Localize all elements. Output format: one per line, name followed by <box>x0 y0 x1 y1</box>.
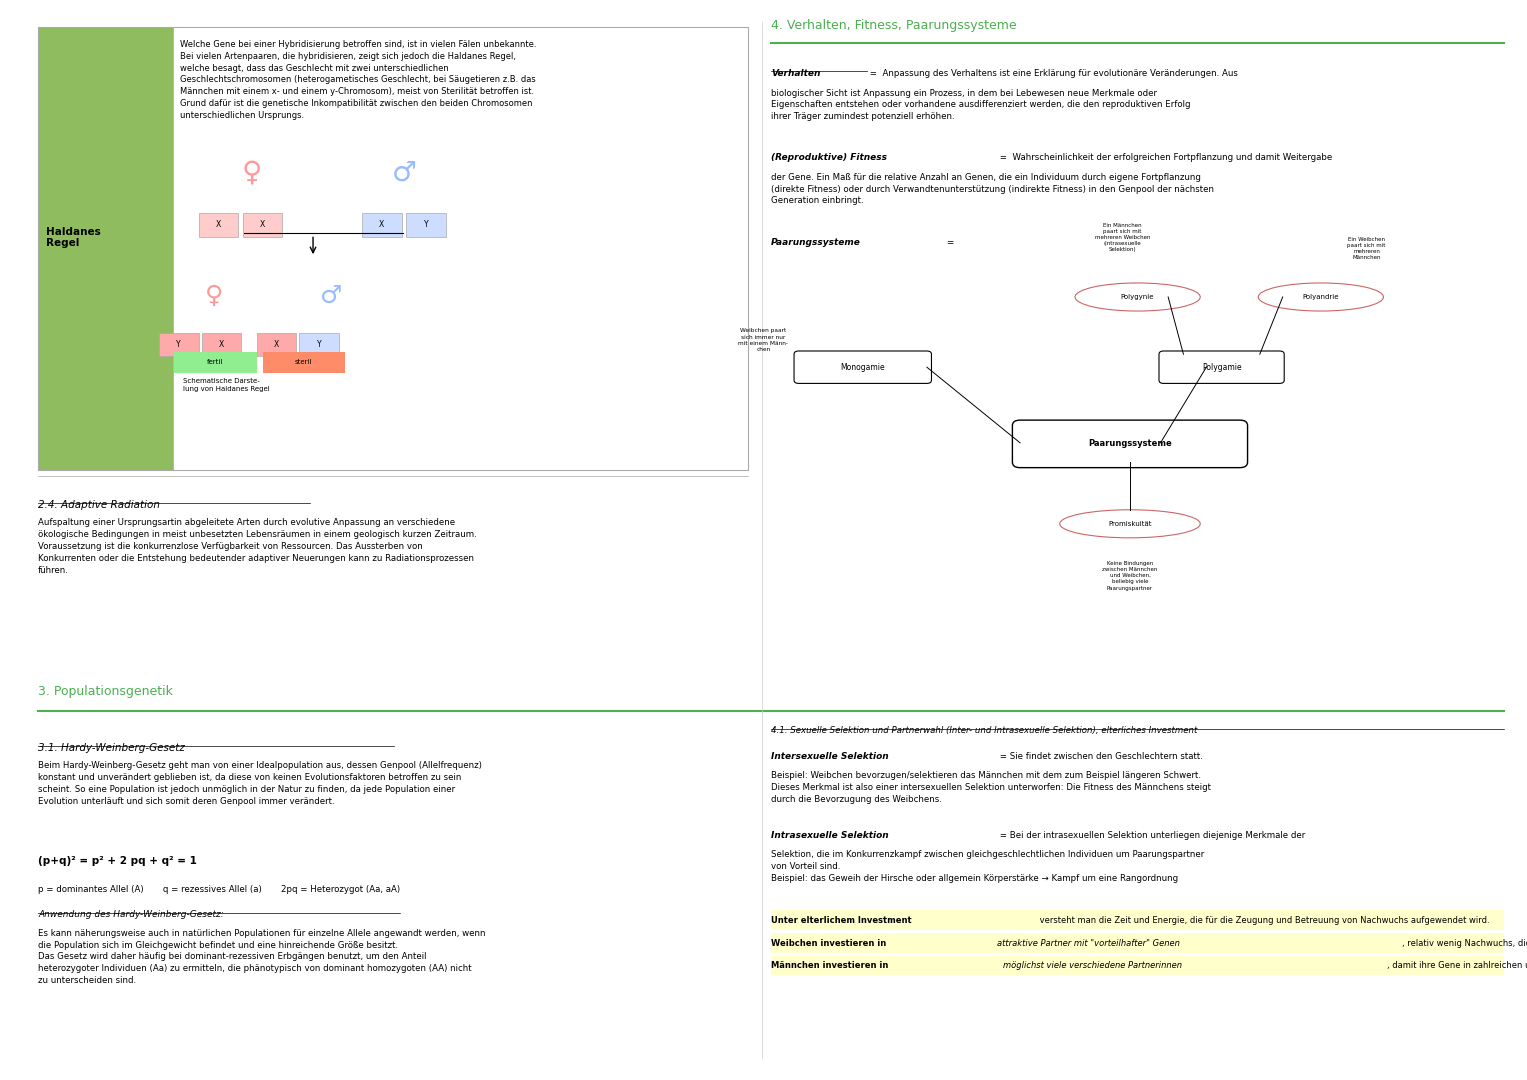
Text: Verhalten: Verhalten <box>771 69 820 78</box>
Text: =: = <box>944 238 954 246</box>
Text: Haldanes
Regel: Haldanes Regel <box>46 227 101 248</box>
Text: ♂: ♂ <box>392 159 417 187</box>
Text: (p+q)² = p² + 2 pq + q² = 1: (p+q)² = p² + 2 pq + q² = 1 <box>38 856 197 866</box>
Text: Es kann näherungsweise auch in natürlichen Populationen für einzelne Allele ange: Es kann näherungsweise auch in natürlich… <box>38 929 486 985</box>
Text: X: X <box>273 340 279 349</box>
Text: Polygynie: Polygynie <box>1121 294 1154 300</box>
Text: ♀: ♀ <box>241 159 263 187</box>
Text: Schematische Darste-
lung von Haldanes Regel: Schematische Darste- lung von Haldanes R… <box>183 378 270 392</box>
FancyBboxPatch shape <box>362 213 402 237</box>
FancyBboxPatch shape <box>771 956 1504 975</box>
Text: Keine Bindungen
zwischen Männchen
und Weibchen,
beliebig viele
Paarungspartner: Keine Bindungen zwischen Männchen und We… <box>1102 561 1157 591</box>
Text: 2.4. Adaptive Radiation: 2.4. Adaptive Radiation <box>38 500 160 510</box>
Text: Y: Y <box>316 340 322 349</box>
FancyBboxPatch shape <box>771 933 1504 953</box>
Text: Ein Männchen
paart sich mit
mehreren Weibchen
(Intrasexuelle
Selektion): Ein Männchen paart sich mit mehreren Wei… <box>1095 222 1150 253</box>
FancyBboxPatch shape <box>202 333 241 356</box>
Text: Paarungssysteme: Paarungssysteme <box>1089 440 1171 448</box>
Text: Selektion, die im Konkurrenzkampf zwischen gleichgeschlechtlichen Individuen um : Selektion, die im Konkurrenzkampf zwisch… <box>771 850 1205 882</box>
Text: Promiskuität: Promiskuität <box>1109 521 1151 527</box>
Text: Anwendung des Hardy-Weinberg-Gesetz:: Anwendung des Hardy-Weinberg-Gesetz: <box>38 910 224 919</box>
Ellipse shape <box>1258 283 1383 311</box>
FancyBboxPatch shape <box>1159 351 1284 383</box>
Text: Aufspaltung einer Ursprungsartin abgeleitete Arten durch evolutive Anpassung an : Aufspaltung einer Ursprungsartin abgelei… <box>38 518 476 575</box>
Text: Y: Y <box>423 220 429 229</box>
FancyBboxPatch shape <box>257 333 296 356</box>
Text: 4.1. Sexuelle Selektion und Partnerwahl (Inter- und Intrasexuelle Selektion), el: 4.1. Sexuelle Selektion und Partnerwahl … <box>771 726 1197 734</box>
Text: X: X <box>379 220 385 229</box>
FancyBboxPatch shape <box>771 910 1504 930</box>
Text: versteht man die Zeit und Energie, die für die Zeugung und Betreuung von Nachwuc: versteht man die Zeit und Energie, die f… <box>1037 916 1489 924</box>
Text: Welche Gene bei einer Hybridisierung betroffen sind, ist in vielen Fälen unbekan: Welche Gene bei einer Hybridisierung bet… <box>180 40 536 120</box>
Text: Intrasexuelle Selektion: Intrasexuelle Selektion <box>771 831 889 839</box>
Text: ♀: ♀ <box>205 284 223 308</box>
Text: Paarungssysteme: Paarungssysteme <box>771 238 861 246</box>
Text: Unter elterlichem Investment: Unter elterlichem Investment <box>771 916 912 924</box>
FancyBboxPatch shape <box>794 351 931 383</box>
Text: attraktive Partner mit "vorteilhafter" Genen: attraktive Partner mit "vorteilhafter" G… <box>997 939 1180 947</box>
Text: Intersexuelle Selektion: Intersexuelle Selektion <box>771 752 889 760</box>
Text: X: X <box>260 220 266 229</box>
FancyBboxPatch shape <box>38 27 173 470</box>
Text: 3. Populationsgenetik: 3. Populationsgenetik <box>38 685 173 698</box>
Ellipse shape <box>1060 510 1200 538</box>
Text: p = dominantes Allel (A)       q = rezessives Allel (a)       2pq = Heterozygot : p = dominantes Allel (A) q = rezessives … <box>38 885 400 893</box>
FancyBboxPatch shape <box>406 213 446 237</box>
Text: 4. Verhalten, Fitness, Paarungssysteme: 4. Verhalten, Fitness, Paarungssysteme <box>771 19 1017 32</box>
Text: , damit ihre Gene in zahlreichen unterschiedlichen Nachwuchs gelangen.: , damit ihre Gene in zahlreichen untersc… <box>1387 961 1527 970</box>
FancyBboxPatch shape <box>243 213 282 237</box>
Text: (Reproduktive) Fitness: (Reproduktive) Fitness <box>771 153 887 162</box>
Text: fertil: fertil <box>208 359 223 365</box>
FancyBboxPatch shape <box>199 213 238 237</box>
Ellipse shape <box>1075 283 1200 311</box>
Text: steril: steril <box>295 359 313 365</box>
Text: , relativ wenig Nachwuchs, die optimal versorgt werden können.: , relativ wenig Nachwuchs, die optimal v… <box>1402 939 1527 947</box>
Text: Männchen investieren in: Männchen investieren in <box>771 961 892 970</box>
Text: Beim Hardy-Weinberg-Gesetz geht man von einer Idealpopulation aus, dessen Genpoo: Beim Hardy-Weinberg-Gesetz geht man von … <box>38 761 483 806</box>
Text: Weibchen investieren in: Weibchen investieren in <box>771 939 889 947</box>
Text: Monogamie: Monogamie <box>840 363 886 372</box>
Text: Y: Y <box>176 340 182 349</box>
Text: = Sie findet zwischen den Geschlechtern statt.: = Sie findet zwischen den Geschlechtern … <box>997 752 1203 760</box>
Text: Polyandrie: Polyandrie <box>1303 294 1339 300</box>
Text: Beispiel: Weibchen bevorzugen/selektieren das Männchen mit dem zum Beispiel läng: Beispiel: Weibchen bevorzugen/selektiere… <box>771 771 1211 804</box>
Text: möglichst viele verschiedene Partnerinnen: möglichst viele verschiedene Partnerinne… <box>1003 961 1182 970</box>
Text: ♂: ♂ <box>321 284 342 308</box>
FancyBboxPatch shape <box>174 352 257 373</box>
Text: X: X <box>218 340 224 349</box>
Text: X: X <box>215 220 221 229</box>
Text: = Bei der intrasexuellen Selektion unterliegen diejenige Merkmale der: = Bei der intrasexuellen Selektion unter… <box>997 831 1306 839</box>
Text: =  Anpassung des Verhaltens ist eine Erklärung für evolutionäre Veränderungen. A: = Anpassung des Verhaltens ist eine Erkl… <box>867 69 1238 78</box>
Text: =  Wahrscheinlichkeit der erfolgreichen Fortpflanzung und damit Weitergabe: = Wahrscheinlichkeit der erfolgreichen F… <box>997 153 1333 162</box>
FancyBboxPatch shape <box>263 352 345 373</box>
Text: Ein Weibchen
paart sich mit
mehreren
Männchen: Ein Weibchen paart sich mit mehreren Män… <box>1347 237 1387 260</box>
Text: Weibchen paart
sich immer nur
mit einem Männ-
chen: Weibchen paart sich immer nur mit einem … <box>739 328 788 352</box>
FancyBboxPatch shape <box>1012 420 1248 468</box>
Text: Polygamie: Polygamie <box>1202 363 1241 372</box>
FancyBboxPatch shape <box>299 333 339 356</box>
Text: der Gene. Ein Maß für die relative Anzahl an Genen, die ein Individuum durch eig: der Gene. Ein Maß für die relative Anzah… <box>771 173 1214 205</box>
FancyBboxPatch shape <box>159 333 199 356</box>
Text: biologischer Sicht ist Anpassung ein Prozess, in dem bei Lebewesen neue Merkmale: biologischer Sicht ist Anpassung ein Pro… <box>771 89 1191 121</box>
Text: 3.1. Hardy-Weinberg-Gesetz: 3.1. Hardy-Weinberg-Gesetz <box>38 743 185 753</box>
